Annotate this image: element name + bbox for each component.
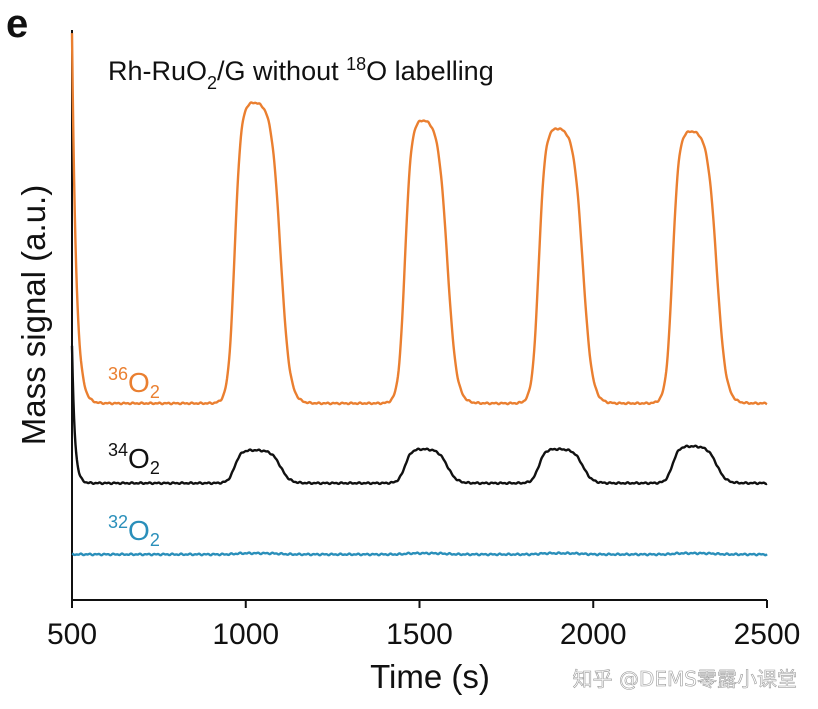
x-axis-label: Time (s) [370,658,490,695]
series-line-32o2 [71,551,768,557]
x-tick-label-500: 500 [47,618,97,651]
series-lines [70,33,768,557]
series-label-36o2: 36O2 [108,364,160,402]
series-label-34o2-sup: 34 [108,440,128,460]
x-tick-label-2500: 2500 [734,618,801,651]
series-line-36o2 [70,33,768,406]
y-axis-label: Mass signal (a.u.) [15,185,52,445]
series-label-36o2-text: 36O2 [108,364,160,402]
series-label-32o2-sup: 32 [108,512,128,532]
chart-title-subscript: 2 [207,73,217,93]
series-line-34o2 [70,345,768,486]
x-tick-label-2000: 2000 [560,618,627,651]
series-label-36o2-sup: 36 [108,364,128,384]
series-label-32o2-base: O [128,515,150,546]
chart-title: Rh-RuO2/G without 18O labelling [108,54,494,93]
series-label-34o2-sub: 2 [150,458,160,478]
chart-title-superscript: 18 [346,54,366,74]
chart-title-suffix: O labelling [366,56,494,86]
x-ticks: 500 1000 1500 2000 2500 [47,600,800,651]
watermark: 知乎 @DEMS零露小课堂 [573,667,797,691]
panel-label: e [6,2,28,46]
series-label-32o2-text: 32O2 [108,512,160,550]
chart-title-prefix: Rh-RuO [108,56,207,86]
series-label-34o2-text: 34O2 [108,440,160,478]
x-tick-label-1500: 1500 [386,618,453,651]
series-label-34o2-base: O [128,443,150,474]
series-label-32o2-sub: 2 [150,530,160,550]
series-label-36o2-sub: 2 [150,382,160,402]
chart-title-middle: /G without [217,56,346,86]
x-tick-label-1000: 1000 [212,618,279,651]
series-label-32o2: 32O2 [108,512,160,550]
series-label-34o2: 34O2 [108,440,160,478]
plot-area [71,30,767,601]
series-label-36o2-base: O [128,367,150,398]
